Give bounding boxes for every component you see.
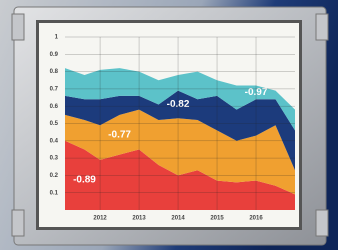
area-label: -0.89 bbox=[73, 174, 96, 185]
y-tick-label: 0.6 bbox=[50, 104, 59, 110]
y-tick-label: 0.2 bbox=[50, 173, 59, 179]
area-label: -0.77 bbox=[108, 129, 131, 140]
bracket bbox=[316, 210, 328, 236]
y-tick-label: 0.8 bbox=[50, 69, 59, 75]
y-tick-label: 0.9 bbox=[50, 52, 59, 58]
area-label: -0.97 bbox=[245, 87, 268, 98]
photo: -0.89 -0.77 -0.82 -0.97 0.1 0.2 0.3 0.4 0.5 0.6 0.… bbox=[0, 0, 338, 250]
x-tick-label: 2015 bbox=[210, 216, 224, 222]
y-tick-label: 0.7 bbox=[50, 86, 59, 92]
y-tick-label: 0.5 bbox=[50, 121, 59, 127]
bracket bbox=[316, 14, 328, 40]
x-tick-label: 2016 bbox=[249, 216, 263, 222]
x-tick-label: 2014 bbox=[171, 216, 185, 222]
area-label: -0.82 bbox=[167, 99, 190, 110]
bracket bbox=[12, 14, 24, 40]
bracket bbox=[12, 210, 24, 236]
y-tick-label: 0.1 bbox=[50, 190, 59, 196]
x-tick-label: 2013 bbox=[132, 216, 146, 222]
y-tick-label: 0.3 bbox=[50, 156, 59, 162]
x-tick-label: 2012 bbox=[93, 216, 107, 222]
y-tick-label: 0.4 bbox=[50, 138, 59, 144]
